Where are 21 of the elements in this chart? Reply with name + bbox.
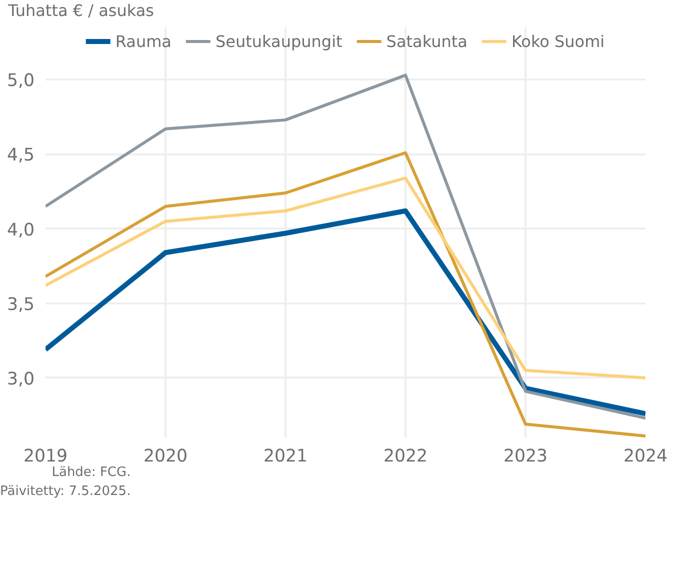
line-series (46, 176, 646, 380)
x-tick-label: 2023 (503, 446, 548, 466)
x-tick-label: 2019 (23, 446, 68, 466)
y-tick-label: 4,0 (6, 220, 35, 240)
legend-label: Satakunta (386, 32, 468, 50)
line-series (46, 151, 646, 438)
y-tick-label: 3,0 (6, 369, 35, 390)
x-tick-label: 2020 (143, 446, 188, 466)
x-tick-label: 2024 (623, 446, 668, 466)
y-tick-label: 3,5 (6, 294, 35, 315)
y-tick-label: 4,5 (6, 146, 35, 166)
legend-label: Seutukaupungit (215, 32, 342, 50)
line-series (46, 74, 646, 420)
x-tick-label: 2021 (263, 446, 308, 466)
x-tick-label: 2022 (383, 446, 428, 466)
text: Päivitetty: 7.5.2025. (0, 482, 131, 501)
legend-label: Rauma (115, 32, 172, 50)
legend-label: Koko Suomi (511, 32, 605, 50)
text: Lähde: FCG. (50, 464, 131, 482)
y-tick-label: 5,0 (6, 71, 35, 92)
y-axis-title: Tuhatta € / asukas (8, 0, 154, 22)
